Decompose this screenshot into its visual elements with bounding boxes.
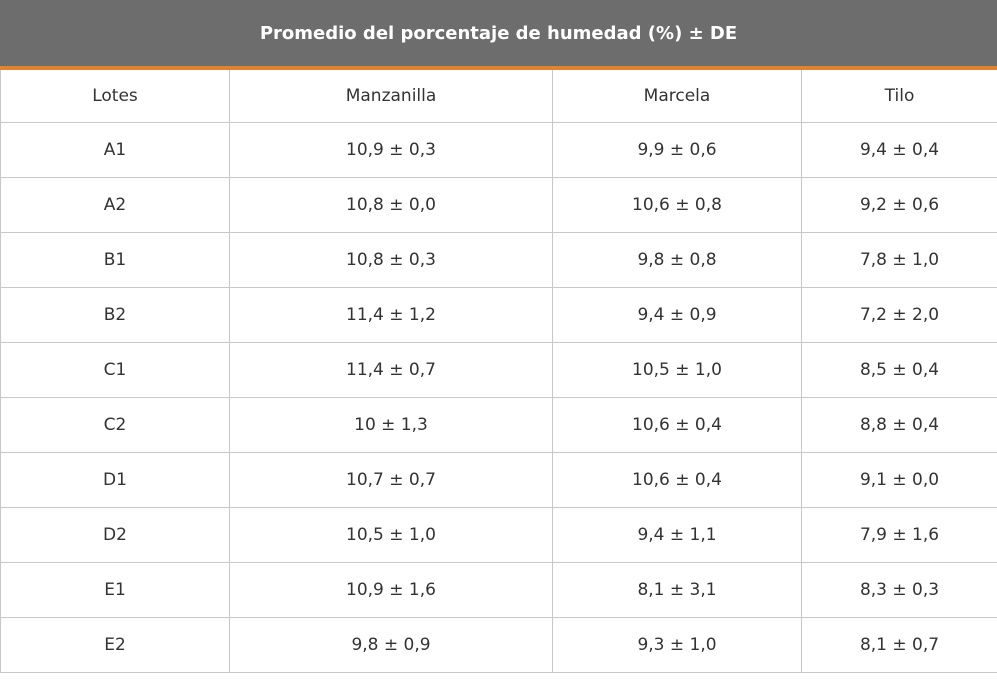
table-cell: 9,9 ± 0,6: [552, 122, 802, 178]
data-row: C1 11,4 ± 0,7 10,5 ± 1,0 8,5 ± 0,4: [0, 342, 997, 398]
table-cell: D2: [0, 507, 230, 563]
table-title: Promedio del porcentaje de humedad (%) ±…: [0, 0, 997, 70]
table-cell: 9,4 ± 0,4: [801, 122, 997, 178]
table-cell: 10,8 ± 0,0: [229, 177, 553, 233]
table-cell: 8,1 ± 0,7: [801, 617, 997, 673]
table-cell: A1: [0, 122, 230, 178]
table: Lotes Manzanilla Marcela Tilo A1 10,9 ± 0,3 9,…: [0, 70, 997, 673]
data-row: B1 10,8 ± 0,3 9,8 ± 0,8 7,8 ± 1,0: [0, 232, 997, 288]
table-cell: 9,8 ± 0,9: [229, 617, 553, 673]
data-row: D2 10,5 ± 1,0 9,4 ± 1,1 7,9 ± 1,6: [0, 507, 997, 563]
table-cell: 10,6 ± 0,4: [552, 452, 802, 508]
data-row: A2 10,8 ± 0,0 10,6 ± 0,8 9,2 ± 0,6: [0, 177, 997, 233]
table-cell: B2: [0, 287, 230, 343]
column-header: Tilo: [801, 70, 997, 123]
table-cell: C2: [0, 397, 230, 453]
column-header: Marcela: [552, 70, 802, 123]
table-cell: 9,4 ± 1,1: [552, 507, 802, 563]
data-row: A1 10,9 ± 0,3 9,9 ± 0,6 9,4 ± 0,4: [0, 122, 997, 178]
table-cell: 9,2 ± 0,6: [801, 177, 997, 233]
table-cell: E1: [0, 562, 230, 618]
column-header: Manzanilla: [229, 70, 553, 123]
table-cell: 10,7 ± 0,7: [229, 452, 553, 508]
table-cell: 7,2 ± 2,0: [801, 287, 997, 343]
table-cell: B1: [0, 232, 230, 288]
data-row: B2 11,4 ± 1,2 9,4 ± 0,9 7,2 ± 2,0: [0, 287, 997, 343]
table-cell: 11,4 ± 0,7: [229, 342, 553, 398]
table-cell: E2: [0, 617, 230, 673]
data-row: C2 10 ± 1,3 10,6 ± 0,4 8,8 ± 0,4: [0, 397, 997, 453]
table-cell: 10 ± 1,3: [229, 397, 553, 453]
table-cell: C1: [0, 342, 230, 398]
table-cell: 9,3 ± 1,0: [552, 617, 802, 673]
header-row: Lotes Manzanilla Marcela Tilo: [0, 70, 997, 123]
table-cell: D1: [0, 452, 230, 508]
table-cell: 10,9 ± 1,6: [229, 562, 553, 618]
table-cell: 7,8 ± 1,0: [801, 232, 997, 288]
table-cell: 8,5 ± 0,4: [801, 342, 997, 398]
table-cell: 10,6 ± 0,4: [552, 397, 802, 453]
data-row: E2 9,8 ± 0,9 9,3 ± 1,0 8,1 ± 0,7: [0, 617, 997, 673]
data-row: D1 10,7 ± 0,7 10,6 ± 0,4 9,1 ± 0,0: [0, 452, 997, 508]
table-cell: 8,1 ± 3,1: [552, 562, 802, 618]
table-cell: 11,4 ± 1,2: [229, 287, 553, 343]
table-cell: 9,8 ± 0,8: [552, 232, 802, 288]
table-cell: 9,4 ± 0,9: [552, 287, 802, 343]
column-header: Lotes: [0, 70, 230, 123]
table-cell: 8,3 ± 0,3: [801, 562, 997, 618]
table-cell: A2: [0, 177, 230, 233]
table-cell: 10,5 ± 1,0: [552, 342, 802, 398]
table-cell: 10,6 ± 0,8: [552, 177, 802, 233]
table-cell: 8,8 ± 0,4: [801, 397, 997, 453]
table-cell: 7,9 ± 1,6: [801, 507, 997, 563]
table-cell: 9,1 ± 0,0: [801, 452, 997, 508]
table-cell: 10,9 ± 0,3: [229, 122, 553, 178]
table-cell: 10,5 ± 1,0: [229, 507, 553, 563]
data-row: E1 10,9 ± 1,6 8,1 ± 3,1 8,3 ± 0,3: [0, 562, 997, 618]
table-cell: 10,8 ± 0,3: [229, 232, 553, 288]
